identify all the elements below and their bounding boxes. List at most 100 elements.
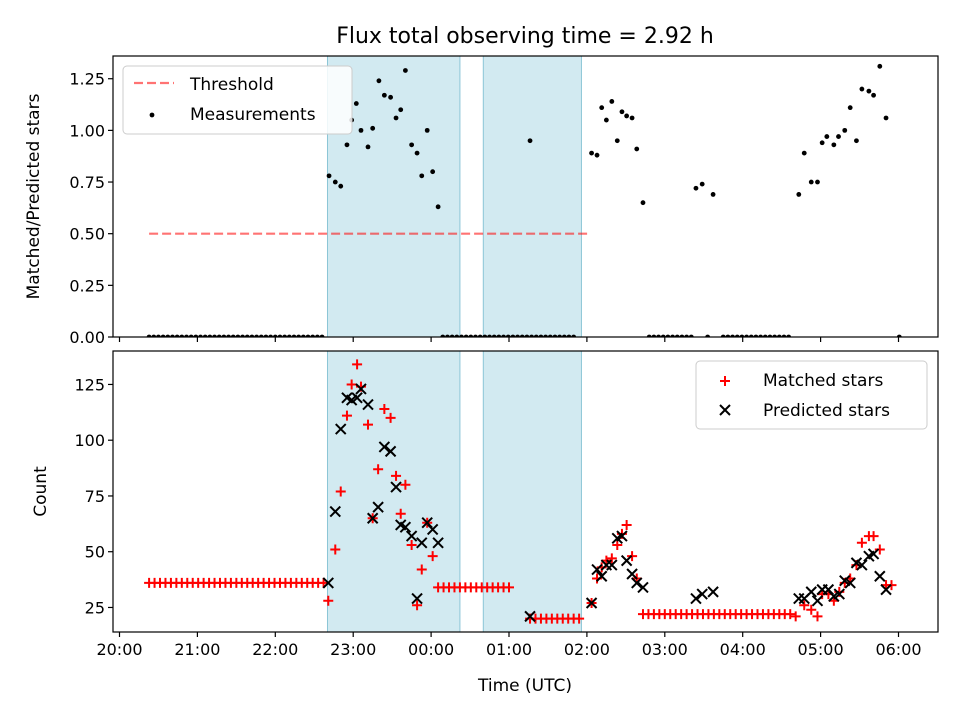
predicted-star-marker bbox=[626, 568, 638, 580]
legend: Threshold Measurements bbox=[122, 65, 353, 135]
matched-star-marker bbox=[504, 582, 514, 593]
matched-star-marker bbox=[427, 551, 438, 562]
shaded-interval bbox=[326, 351, 461, 632]
matched-star-marker bbox=[621, 519, 632, 530]
predicted-star-marker bbox=[378, 441, 391, 453]
measurement-point bbox=[629, 115, 635, 121]
matched-star-marker bbox=[406, 540, 417, 551]
measurement-point bbox=[332, 179, 338, 185]
x-tick-label: 21:00 bbox=[174, 640, 220, 659]
measurement-point bbox=[624, 113, 630, 119]
matched-star-marker bbox=[335, 486, 346, 497]
measurement-point bbox=[381, 92, 387, 98]
measurement-point bbox=[599, 105, 605, 111]
matched-star-marker bbox=[790, 611, 801, 622]
measurement-point bbox=[808, 179, 814, 185]
measurement-point bbox=[338, 183, 344, 189]
matched-star-marker bbox=[379, 403, 390, 414]
legend-matched-swatch bbox=[720, 376, 730, 386]
x-tick-label: 20:00 bbox=[96, 640, 142, 659]
predicted-star-marker bbox=[372, 501, 384, 513]
predicted-star-marker bbox=[355, 383, 367, 395]
predicted-star-marker bbox=[856, 559, 868, 571]
y-tick-label: 0.00 bbox=[69, 328, 105, 347]
predicted-star-marker bbox=[351, 392, 363, 404]
matched-star-marker bbox=[373, 464, 384, 475]
x-tick-label: 03:00 bbox=[642, 640, 688, 659]
measurement-point bbox=[619, 109, 625, 115]
measurement-point bbox=[376, 78, 382, 84]
matched-star-marker bbox=[785, 609, 796, 620]
matched-star-marker bbox=[856, 537, 867, 548]
predicted-star-marker bbox=[329, 505, 341, 518]
predicted-star-marker bbox=[366, 512, 379, 524]
measurement-point bbox=[614, 138, 620, 144]
predicted-star-marker bbox=[690, 592, 702, 605]
matched-star-marker bbox=[395, 508, 406, 519]
measurement-point bbox=[370, 125, 376, 131]
predicted-star-marker bbox=[874, 570, 886, 582]
measurement-point bbox=[358, 127, 364, 133]
predicted-star-marker bbox=[606, 559, 618, 571]
y-tick-label: 125 bbox=[74, 375, 105, 394]
predicted-star-marker bbox=[322, 577, 334, 589]
matched-star-marker bbox=[574, 613, 585, 624]
predicted-star-marker bbox=[411, 592, 423, 605]
measurement-point bbox=[603, 117, 609, 123]
predicted-star-marker bbox=[707, 586, 719, 598]
matched-star-marker bbox=[868, 531, 879, 542]
measurement-point bbox=[388, 94, 393, 100]
predicted-star-marker bbox=[335, 423, 347, 435]
matched-star-marker bbox=[352, 359, 363, 370]
y-tick-label: 25 bbox=[85, 598, 105, 617]
measurement-point bbox=[866, 88, 872, 94]
measurement-point bbox=[836, 134, 841, 139]
matched-star-marker bbox=[385, 412, 396, 423]
measurement-point bbox=[699, 181, 705, 187]
matched-star-marker bbox=[606, 553, 617, 564]
measurement-point bbox=[842, 127, 848, 133]
predicted-star-marker bbox=[696, 588, 708, 600]
predicted-star-marker bbox=[595, 570, 608, 582]
measurement-point bbox=[819, 140, 825, 146]
predicted-star-marker bbox=[591, 563, 603, 576]
measurement-point bbox=[854, 138, 859, 144]
axes-frame bbox=[112, 350, 939, 633]
x-tick-label: 22:00 bbox=[252, 640, 298, 659]
predicted-star-marker bbox=[793, 592, 805, 605]
measurement-point bbox=[801, 150, 807, 156]
bottom-panel: 25 50 75 100 125 20:00 21:00 22:00 23:00 00:00 01:… bbox=[31, 350, 939, 659]
measurement-point bbox=[815, 179, 820, 185]
predicted-star-marker bbox=[867, 548, 880, 560]
measurement-point bbox=[883, 115, 889, 121]
measurement-point bbox=[831, 142, 837, 148]
y-tick-label: 1.00 bbox=[69, 121, 105, 140]
legend-predicted-swatch bbox=[719, 404, 731, 416]
legend-label-predicted: Predicted stars bbox=[763, 401, 890, 421]
measurement-point bbox=[435, 204, 441, 210]
measurement-point bbox=[634, 146, 640, 152]
predicted-star-marker bbox=[880, 583, 892, 596]
x-tick-label: 05:00 bbox=[798, 640, 844, 659]
measurement-point bbox=[398, 107, 404, 113]
matched-star-marker bbox=[330, 544, 341, 555]
legend-label-matched: Matched stars bbox=[763, 371, 883, 391]
measurement-point bbox=[365, 144, 371, 150]
measurement-point bbox=[326, 173, 332, 179]
matched-star-marker bbox=[806, 604, 817, 615]
x-axis-label: Time (UTC) bbox=[477, 676, 572, 696]
top-panel: 0.00 0.25 0.50 0.75 1.00 1.25 Matched/Predicte… bbox=[24, 55, 939, 347]
predicted-star-marker bbox=[833, 588, 846, 600]
matched-star-marker bbox=[412, 600, 423, 611]
measurement-point bbox=[871, 92, 876, 98]
measurement-point bbox=[609, 99, 615, 104]
predicted-star-marker bbox=[585, 597, 598, 609]
matched-star-marker bbox=[323, 595, 334, 606]
predicted-star-marker bbox=[416, 537, 428, 549]
matched-star-marker bbox=[812, 611, 823, 622]
measurement-point bbox=[859, 86, 865, 92]
predicted-star-marker bbox=[631, 577, 643, 589]
measurement-point bbox=[353, 101, 359, 106]
y-tick-label: 50 bbox=[85, 543, 105, 562]
legend-measurement-swatch bbox=[149, 112, 155, 118]
